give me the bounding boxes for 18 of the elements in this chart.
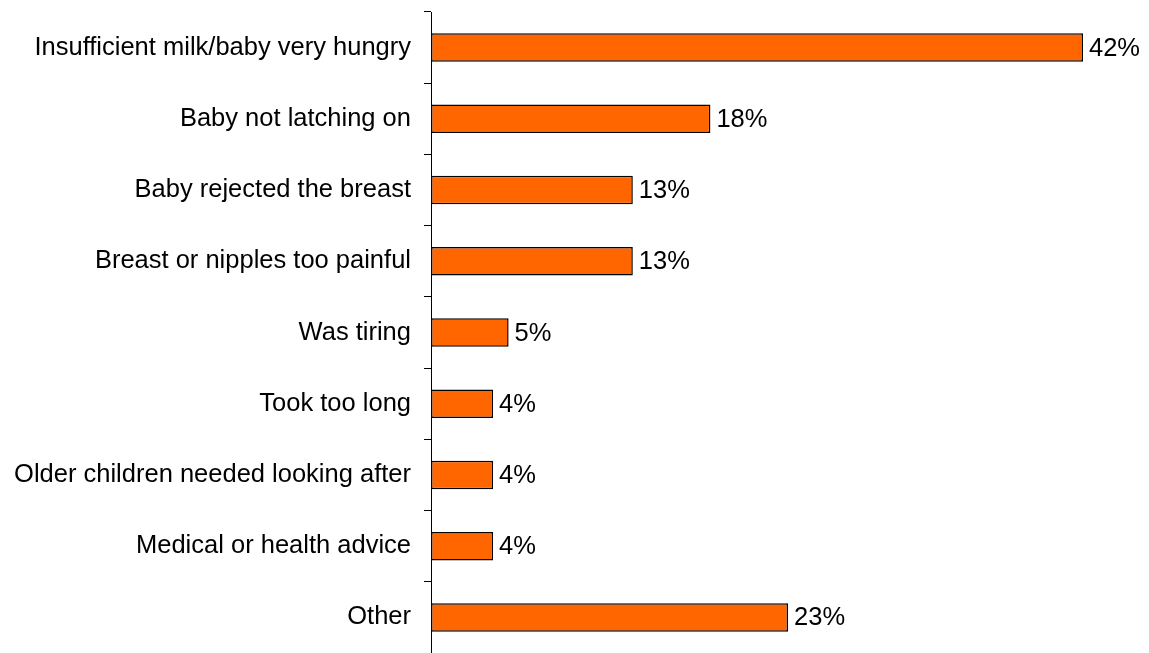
data-label: 13%	[638, 175, 690, 204]
data-label: 13%	[638, 246, 690, 275]
data-label: 23%	[794, 602, 846, 631]
data-label: 4%	[499, 531, 536, 560]
y-tick-label: Baby not latching on	[179, 102, 411, 131]
y-tick-label: Was tiring	[298, 316, 411, 345]
y-tick-label: Other	[347, 601, 412, 630]
y-tick-label: Took too long	[259, 387, 411, 416]
data-label: 5%	[514, 317, 552, 346]
data-label: 4%	[499, 459, 536, 488]
y-tick-label: Older children needed looking after	[14, 458, 412, 487]
y-tick-label: Baby rejected the breast	[134, 174, 411, 203]
data-label: 42%	[1089, 32, 1141, 61]
data-label: 18%	[716, 103, 768, 132]
y-tick-label: Breast or nipples too painful	[94, 245, 411, 274]
data-label: 4%	[499, 388, 536, 417]
y-tick-label: Medical or health advice	[136, 530, 411, 559]
y-tick-label: Insufficient milk/baby very hungry	[34, 31, 412, 60]
